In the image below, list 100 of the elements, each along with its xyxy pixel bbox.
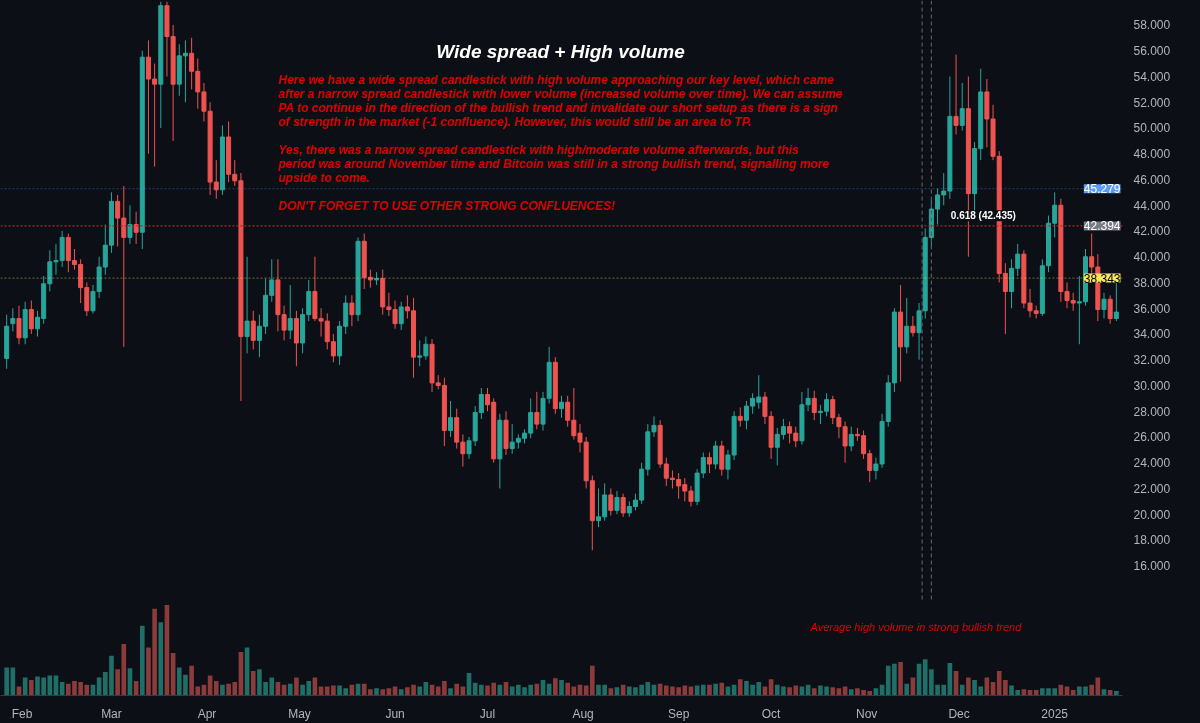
annotation: 0.618 (42.435) — [950, 210, 1016, 222]
x-tick-label: Feb — [11, 706, 33, 721]
candlestick — [559, 395, 564, 419]
candlestick — [953, 54, 959, 135]
bar — [294, 677, 299, 696]
y-tick-label: 48.000 — [1133, 147, 1171, 162]
bar — [719, 682, 725, 696]
bar — [139, 625, 145, 696]
candlestick — [848, 426, 854, 452]
bar — [700, 684, 706, 696]
candlestick — [737, 406, 743, 428]
candlestick — [28, 300, 34, 335]
y-tick-label: 52.000 — [1133, 95, 1171, 110]
annotation: Here we have a wide spread candlestick with high volume approaching our key level, which came after a narrow spread candlestick with lower volume (increased volume over time). We can assume PA to continue in the direction of the bullish trend and invalidate our short setup as there is a sign of strength in the market (-1 confluence). However, this would still be an area to TP. Yes, there was a narrow spread candlestick with high/moderate volume afterwards, but this period was around November time and Bitcoin was still in a strong bullish trend, signalling more upside to come. DON'T FORGET TO USE OTHER STRONG CONFLUENCES! — [277, 72, 843, 213]
ref-line-label: 45.279 — [1083, 182, 1121, 197]
candlestick — [10, 307, 16, 332]
candlestick — [534, 391, 540, 430]
x-tick-label: Nov — [855, 706, 878, 721]
y-tick-label: 18.000 — [1133, 533, 1171, 548]
y-tick-label: 56.000 — [1133, 44, 1171, 59]
candlestick — [349, 294, 355, 327]
bar — [380, 689, 386, 696]
candlestick — [250, 310, 256, 350]
y-tick-label: 50.000 — [1133, 121, 1171, 136]
bar — [565, 682, 570, 696]
candlestick — [916, 302, 922, 361]
candlestick — [1101, 292, 1107, 320]
bar — [398, 689, 404, 696]
bar — [590, 665, 595, 696]
candlestick — [608, 487, 614, 517]
bar — [904, 683, 910, 696]
ref-line-label: 38.343 — [1083, 271, 1121, 286]
candlestick — [811, 390, 817, 421]
bar — [250, 671, 256, 696]
y-tick-label: 34.000 — [1133, 327, 1171, 342]
bar — [29, 680, 34, 696]
bar — [966, 677, 971, 696]
candlestick — [287, 284, 293, 340]
x-tick-label: Aug — [572, 706, 594, 721]
x-tick-label: Sep — [667, 706, 690, 721]
candlestick — [16, 305, 22, 345]
y-tick-label: 36.000 — [1133, 301, 1171, 316]
text: Wide spread + High volume — [436, 40, 686, 62]
x-tick-label: Jul — [479, 706, 496, 721]
candlestick — [244, 256, 250, 354]
x-tick-label: Dec — [948, 706, 970, 721]
candlestick — [719, 440, 725, 477]
bar — [220, 684, 225, 696]
bar — [553, 678, 558, 696]
candlestick — [1107, 294, 1113, 325]
candlestick — [127, 204, 133, 245]
y-tick-label: 38.000 — [1133, 275, 1171, 290]
y-tick-label: 46.000 — [1133, 172, 1171, 187]
bar — [830, 687, 836, 696]
bar — [454, 683, 460, 696]
candlestick — [614, 490, 620, 515]
bar — [374, 688, 379, 696]
candlestick — [133, 211, 139, 245]
y-tick-label: 24.000 — [1133, 456, 1171, 471]
y-tick-label: 22.000 — [1133, 481, 1171, 496]
candlestick — [466, 436, 472, 460]
x-tick-label: May — [288, 706, 311, 721]
bar — [707, 684, 712, 696]
y-tick-label: 40.000 — [1133, 250, 1171, 265]
y-tick-label: 28.000 — [1133, 404, 1171, 419]
y-tick-label: 30.000 — [1133, 378, 1171, 393]
bar — [898, 662, 903, 696]
y-tick-label: 54.000 — [1133, 69, 1171, 84]
bar — [158, 622, 164, 696]
x-tick-label: Oct — [761, 706, 782, 721]
bar — [1089, 684, 1094, 696]
x-tick-label: Jun — [385, 706, 405, 721]
y-tick-label: 58.000 — [1133, 18, 1171, 33]
bar — [287, 683, 293, 696]
bar — [417, 686, 423, 696]
x-tick-label: 2025 — [1041, 706, 1069, 721]
x-tick-label: Mar — [101, 706, 122, 721]
bar — [4, 667, 9, 696]
bar — [559, 680, 564, 696]
y-tick-label: 42.000 — [1133, 224, 1171, 239]
y-tick-label: 16.000 — [1133, 559, 1171, 574]
candlestick — [959, 82, 965, 132]
candlestick — [706, 451, 712, 474]
y-tick-label: 20.000 — [1133, 507, 1171, 522]
y-tick-label: 32.000 — [1133, 353, 1171, 368]
candlestick — [713, 440, 719, 470]
bar — [811, 688, 817, 696]
x-tick-label: Apr — [197, 706, 217, 721]
candlestick — [910, 315, 916, 338]
candlestick — [620, 493, 626, 518]
bar — [213, 681, 219, 696]
bar — [1114, 690, 1119, 696]
candlestick — [1113, 281, 1119, 322]
candlestick — [398, 301, 404, 331]
ref-line-label: 42.394 — [1083, 219, 1121, 234]
bar — [959, 684, 965, 696]
candlestick — [448, 400, 454, 438]
bar — [737, 679, 743, 696]
y-tick-label: 44.000 — [1133, 198, 1171, 213]
bar — [848, 689, 854, 696]
